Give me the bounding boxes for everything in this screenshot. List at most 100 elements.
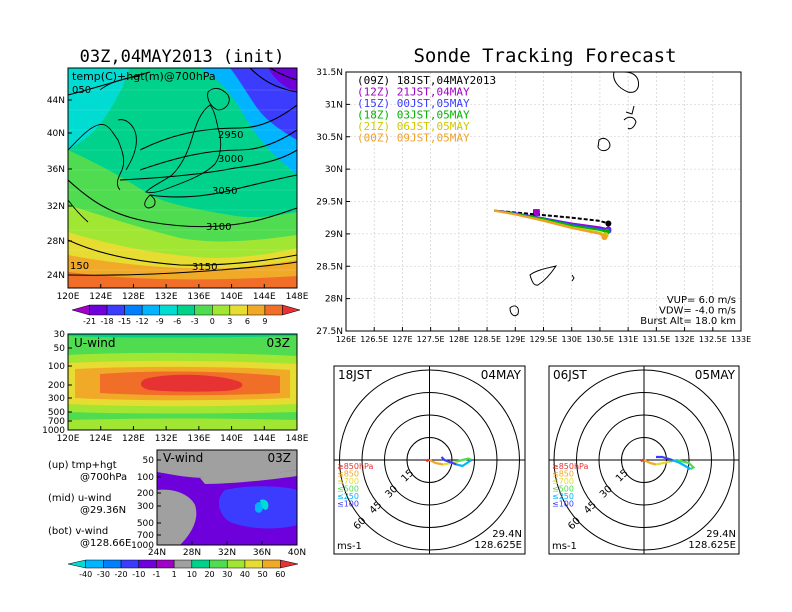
temperature-colorbar-swatch bbox=[124, 304, 143, 316]
v-wind-label: V-wind bbox=[163, 451, 203, 465]
temperature-colorbar-label: -18 bbox=[101, 317, 114, 326]
map-contour-label: 3050 bbox=[212, 186, 237, 197]
u-wind-pressure-tick-label: 200 bbox=[48, 381, 65, 391]
temperature-colorbar-swatch bbox=[247, 304, 266, 316]
u-wind-lon-tick-label: 120E bbox=[57, 434, 80, 444]
u-wind-pressure-tick-label: 30 bbox=[54, 330, 66, 340]
hodograph-ring-label: 15 bbox=[399, 468, 416, 485]
wind-colorbar-label: -10 bbox=[132, 570, 145, 579]
hodograph-ring-label: 15 bbox=[614, 468, 631, 485]
hodograph-date: 04MAY bbox=[481, 368, 522, 382]
u-wind-pressure-tick-label: 700 bbox=[48, 417, 65, 427]
track-lat-tick-label: 29N bbox=[325, 230, 343, 240]
wind-colorbar-swatch bbox=[67, 559, 86, 569]
track-lat-tick-label: 30N bbox=[325, 165, 343, 175]
temperature-colorbar-swatch bbox=[106, 304, 125, 316]
map-lon-tick-label: 120E bbox=[57, 292, 80, 302]
map-contour-label: 3150 bbox=[192, 262, 217, 273]
hodograph-level-label: ≥850hPa bbox=[337, 462, 374, 471]
track-legend-entry: (12Z) 21JST,04MAY bbox=[357, 86, 470, 99]
map-lon-ticks: 120E 124E 128E 132E 136E 140E 144E 148E bbox=[57, 284, 309, 302]
wind-colorbar-swatch bbox=[85, 559, 104, 569]
u-wind-lon-tick-label: 144E bbox=[253, 434, 276, 444]
temperature-colorbar-swatch bbox=[282, 304, 301, 316]
temperature-colorbar-swatch bbox=[159, 304, 178, 316]
track-legend-entry: (00Z) 09JST,05MAY bbox=[357, 132, 470, 145]
track-burst-marker bbox=[533, 209, 540, 216]
hodograph-frame bbox=[548, 365, 740, 555]
map-contour-label: 2950 bbox=[218, 130, 243, 141]
note-line-2: @128.66E bbox=[80, 538, 131, 549]
track-lat-tick-label: 27.5N bbox=[316, 327, 343, 337]
map-lon-tick-label: 140E bbox=[220, 292, 243, 302]
hodograph-ring-label: 30 bbox=[598, 484, 615, 501]
hodograph-unit: ms-1 bbox=[337, 541, 362, 552]
wind-colorbar-label: -40 bbox=[79, 570, 92, 579]
hodograph-level-label: ≥850hPa bbox=[552, 462, 589, 471]
v-wind-pressure-tick-label: 100 bbox=[137, 473, 154, 483]
hodograph-wind-segment bbox=[643, 459, 657, 466]
v-wind-pressure-tick-label: 500 bbox=[137, 519, 154, 529]
v-wind-pressure-tick-label: 300 bbox=[137, 502, 154, 512]
wind-colorbar-label: 40 bbox=[240, 570, 250, 579]
wind-colorbar-swatch bbox=[120, 559, 140, 569]
note-line-1: (bot) v-wind bbox=[48, 526, 108, 537]
hodograph-wind-segment bbox=[456, 459, 473, 468]
map-contour-label: 150 bbox=[70, 261, 89, 272]
map-shading-lines bbox=[68, 89, 297, 271]
temperature-colorbar-label: -12 bbox=[136, 317, 149, 326]
u-wind-lon-tick-label: 132E bbox=[155, 434, 178, 444]
temperature-colorbar-label: -3 bbox=[191, 317, 199, 326]
wind-colorbar-label: 60 bbox=[275, 570, 285, 579]
track-lon-tick-label: 130E bbox=[562, 335, 582, 344]
hodograph-frame bbox=[333, 365, 526, 555]
wind-colorbar-label: 30 bbox=[222, 570, 232, 579]
track-lon-tick-label: 128.5E bbox=[473, 335, 501, 344]
u-wind-pressure-tick-label: 50 bbox=[54, 344, 66, 354]
u-wind-lon-tick-label: 124E bbox=[89, 434, 112, 444]
wind-colorbar: -40 -30 -20 -10 -1 1 10 20 30 40 50 60 bbox=[67, 559, 299, 579]
hodograph-wind-segment bbox=[640, 458, 644, 463]
hodograph-time: 06JST bbox=[553, 368, 587, 382]
hodograph-level-label: ≤700 bbox=[337, 477, 359, 486]
u-wind-time: 03Z bbox=[267, 336, 291, 350]
hodograph-wind-segment bbox=[672, 458, 692, 470]
hodograph-lon: 128.625E bbox=[688, 540, 736, 551]
map-lat-tick-label: 44N bbox=[47, 96, 65, 106]
v-wind-lat-tick-label: 40N bbox=[288, 548, 306, 558]
u-wind-label: U-wind bbox=[74, 336, 115, 350]
v-wind-lat-tick-label: 36N bbox=[253, 548, 271, 558]
hodograph-date: 05MAY bbox=[695, 368, 736, 382]
note-line-1: (mid) u-wind bbox=[48, 493, 111, 504]
hodograph-ring-label: 45 bbox=[582, 500, 599, 517]
track-series-line bbox=[493, 209, 605, 238]
wind-colorbar-label: 10 bbox=[187, 570, 197, 579]
hodograph-ring-label: 30 bbox=[384, 484, 401, 501]
left-panel-title: 03Z,04MAY2013 (init) bbox=[80, 47, 285, 67]
sonde-parameter: VDW= -4.0 m/s bbox=[659, 306, 736, 317]
hodograph-lon: 128.625E bbox=[474, 540, 522, 551]
hodograph-level-label: ≤100 bbox=[337, 500, 359, 509]
track-legend-entry: (09Z) 18JST,04MAY2013 bbox=[357, 74, 496, 87]
track-legend-entry: (21Z) 06JST,05MAY bbox=[357, 120, 470, 133]
temperature-colorbar-label: 9 bbox=[262, 317, 267, 326]
hodograph-lat: 29.4N bbox=[706, 529, 736, 540]
temperature-colorbar-swatch bbox=[141, 304, 160, 316]
map-lat-tick-label: 36N bbox=[47, 165, 65, 175]
track-landing-point bbox=[605, 220, 612, 227]
panel-legend-notes: (up) tmp+hgt@700hPa (mid) u-wind@29.36N (b… bbox=[48, 460, 131, 549]
hodograph-ring-label: 45 bbox=[368, 500, 385, 517]
map-field-label: temp(C)+hgt(m)@700hPa bbox=[72, 70, 216, 83]
u-wind-lon-tick-label: 128E bbox=[122, 434, 145, 444]
track-series bbox=[493, 209, 612, 241]
v-wind-lat-ticks: 24N 28N 32N 36N 40N bbox=[148, 541, 306, 558]
u-wind-lon-tick-label: 148E bbox=[286, 434, 309, 444]
map-lat-tick-label: 40N bbox=[47, 129, 65, 139]
temperature-colorbar-label: -15 bbox=[118, 317, 131, 326]
u-wind-lon-tick-label: 140E bbox=[220, 434, 243, 444]
